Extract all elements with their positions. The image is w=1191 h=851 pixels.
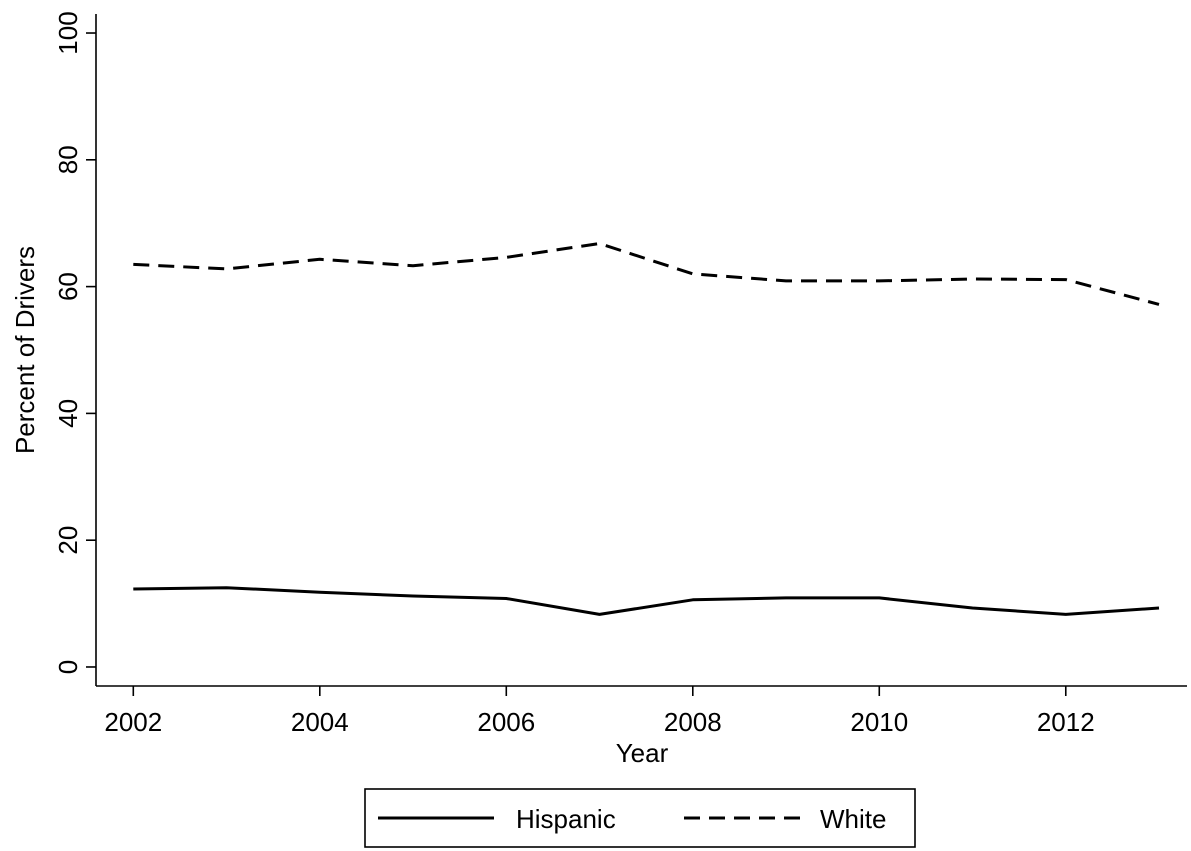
x-tick-label-2002: 2002 (104, 707, 162, 737)
y-tick-label-80: 80 (53, 145, 83, 174)
y-tick-label-0: 0 (53, 660, 83, 674)
series-group (133, 242, 1160, 616)
x-axis-ticks: 2002 2004 2006 2008 2010 2012 (104, 686, 1095, 737)
x-tick-label-2006: 2006 (477, 707, 535, 737)
y-tick-label-40: 40 (53, 399, 83, 428)
x-tick-label-2008: 2008 (664, 707, 722, 737)
series-line-white (133, 242, 1160, 306)
x-axis-title: Year (616, 738, 669, 768)
y-axis-title: Percent of Drivers (10, 246, 40, 454)
legend-label-white: White (820, 804, 886, 834)
legend: Hispanic White (364, 788, 916, 848)
legend-label-hispanic: Hispanic (516, 804, 616, 834)
y-tick-label-100: 100 (53, 11, 83, 54)
x-tick-label-2010: 2010 (850, 707, 908, 737)
y-tick-label-20: 20 (53, 526, 83, 555)
x-tick-label-2012: 2012 (1037, 707, 1095, 737)
x-tick-label-2004: 2004 (291, 707, 349, 737)
series-line-hispanic (133, 586, 1160, 616)
y-tick-label-60: 60 (53, 272, 83, 301)
y-axis-ticks: 0 20 40 60 80 100 (53, 11, 96, 674)
plot-area: 0 20 40 60 80 100 2002 2004 2006 2008 2010 2012 (53, 11, 1187, 737)
